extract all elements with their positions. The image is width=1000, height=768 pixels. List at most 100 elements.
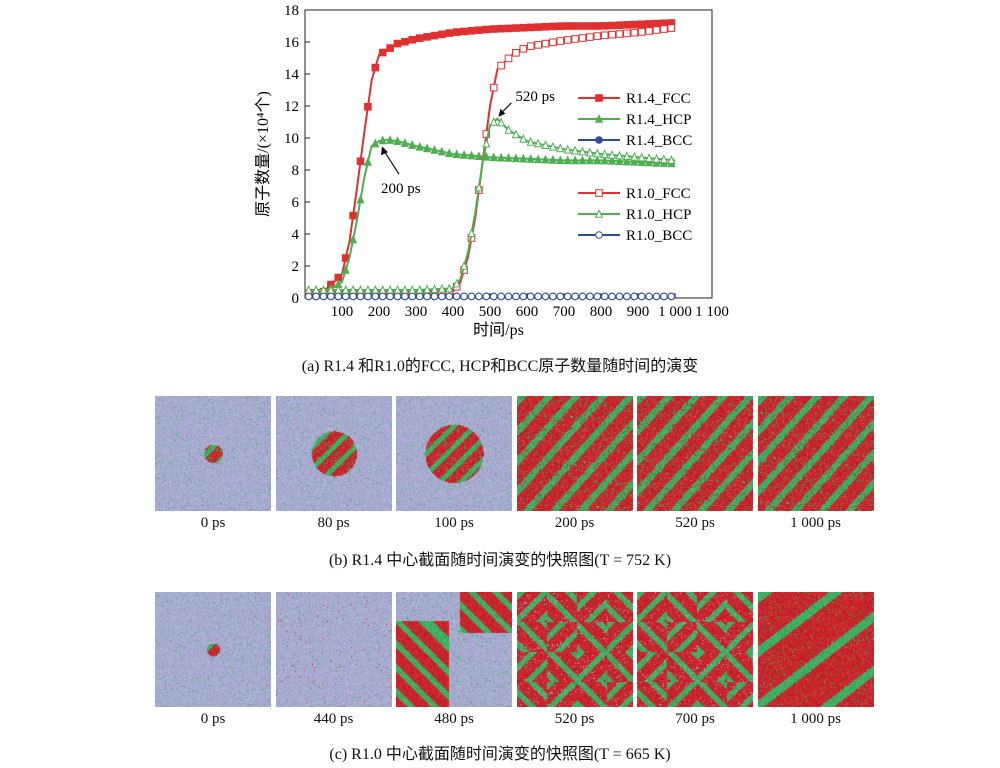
point-r1-4-hcp (349, 234, 358, 244)
point-r1-4-hcp (386, 135, 395, 144)
point-r1-4-hcp (415, 141, 424, 151)
point-r1-4-fcc (652, 19, 661, 28)
point-r1-0-fcc (563, 36, 572, 44)
x-tick-label: 200 (368, 304, 391, 320)
point-r1-4-hcp (534, 154, 543, 164)
point-r1-4-fcc (452, 28, 461, 36)
y-tick-label: 0 (292, 291, 300, 307)
point-r1-0-bcc (386, 292, 394, 301)
point-r1-4-fcc (600, 22, 609, 30)
point-r1-0-fcc (600, 31, 609, 40)
point-r1-4-hcp (578, 155, 587, 165)
point-r1-0-bcc (364, 292, 372, 301)
point-r1-0-bcc (430, 292, 439, 301)
point-r1-0-fcc (630, 28, 639, 37)
point-r1-0-bcc (489, 292, 498, 301)
point-r1-4-hcp (645, 157, 654, 167)
point-r1-0-fcc (549, 38, 557, 47)
snapshot-time-label: 200 ps (554, 515, 595, 531)
point-r1-4-hcp (548, 154, 557, 164)
snapshot-image (757, 396, 874, 511)
snapshot-image (155, 396, 271, 511)
point-r1-0-hcp (489, 117, 498, 126)
y-tick-label: 12 (284, 99, 299, 115)
point-r1-4-hcp (430, 145, 439, 154)
point-r1-4-hcp (467, 150, 476, 160)
point-r1-4-hcp (371, 138, 380, 148)
point-r1-0-hcp (637, 152, 646, 162)
point-r1-0-hcp (548, 141, 557, 151)
point-r1-0-hcp (445, 283, 454, 293)
y-tick-label: 16 (284, 35, 300, 51)
point-r1-4-fcc (460, 27, 468, 36)
point-r1-0-hcp (645, 153, 654, 162)
point-r1-0-hcp (482, 138, 491, 148)
point-r1-0-bcc (467, 292, 476, 301)
y-tick-label: 6 (292, 195, 300, 211)
point-r1-0-hcp (511, 129, 520, 139)
point-r1-0-hcp (563, 144, 572, 154)
point-r1-4-fcc (364, 103, 372, 111)
point-r1-0-bcc (408, 292, 417, 301)
snapshot-time-label: 700 ps (675, 711, 715, 727)
y-axis-label: 原子数量/(×10⁴个) (254, 91, 272, 217)
point-r1-0-bcc (563, 292, 572, 301)
point-r1-4-hcp (563, 155, 572, 165)
x-tick-label: 1 000 (658, 304, 692, 320)
point-r1-0-hcp (578, 146, 587, 156)
point-r1-4-hcp (556, 155, 565, 165)
point-r1-4-hcp (437, 146, 446, 156)
point-r1-4-fcc (445, 29, 454, 37)
point-r1-0-fcc (615, 30, 624, 38)
x-tick-label: 400 (442, 304, 465, 320)
snapshot-time-label: 0 ps (200, 515, 226, 531)
point-r1-4-fcc (615, 21, 624, 29)
point-r1-0-fcc (586, 33, 594, 41)
point-r1-4-fcc (356, 157, 365, 165)
point-r1-0-hcp (652, 153, 661, 163)
point-r1-0-bcc (534, 292, 542, 301)
point-r1-4-fcc (586, 22, 594, 30)
point-r1-0-bcc (327, 292, 335, 301)
point-r1-4-fcc (423, 33, 431, 41)
point-r1-0-hcp (519, 133, 528, 143)
snapshot-image (396, 592, 512, 707)
point-r1-0-hcp (437, 283, 446, 293)
point-r1-4-hcp (637, 157, 646, 166)
point-r1-0-fcc (637, 28, 646, 36)
legend-label-r1-4-hcp: R1.4_HCP (626, 112, 691, 128)
point-r1-0-fcc (667, 24, 676, 32)
point-r1-4-hcp (526, 153, 535, 163)
x-tick-label: 300 (405, 304, 428, 320)
snapshot-image (155, 592, 271, 707)
legend-label-r1-0-bcc: R1.0_BCC (626, 228, 692, 244)
point-r1-4-fcc (593, 22, 602, 30)
point-r1-0-bcc (571, 292, 579, 301)
point-r1-0-bcc (356, 292, 365, 301)
point-r1-4-hcp (393, 136, 402, 145)
x-tick-label: 900 (627, 304, 650, 320)
point-r1-0-fcc (623, 29, 631, 38)
point-r1-0-bcc (667, 292, 676, 301)
point-r1-0-bcc (630, 292, 639, 301)
point-r1-0-bcc (341, 292, 350, 301)
point-r1-0-fcc (482, 130, 491, 138)
legend-marker-r1-0-bcc (595, 231, 603, 239)
point-r1-0-bcc (304, 292, 313, 301)
point-r1-4-hcp (630, 156, 639, 166)
snapshot-image (637, 396, 753, 511)
point-r1-4-fcc (482, 25, 491, 34)
point-r1-0-bcc (460, 292, 468, 301)
legend-marker-r1-0-fcc (595, 189, 603, 197)
point-r1-4-hcp (571, 155, 580, 165)
point-r1-4-fcc (415, 34, 424, 42)
point-r1-0-hcp (541, 140, 550, 149)
point-r1-4-fcc (541, 23, 550, 31)
point-r1-0-fcc (645, 27, 653, 35)
x-tick-label: 600 (516, 304, 539, 320)
point-r1-0-fcc (593, 32, 602, 40)
point-r1-0-bcc (541, 292, 550, 301)
point-r1-4-hcp (541, 154, 550, 164)
point-r1-0-hcp (504, 125, 513, 134)
point-r1-0-bcc (475, 292, 483, 301)
